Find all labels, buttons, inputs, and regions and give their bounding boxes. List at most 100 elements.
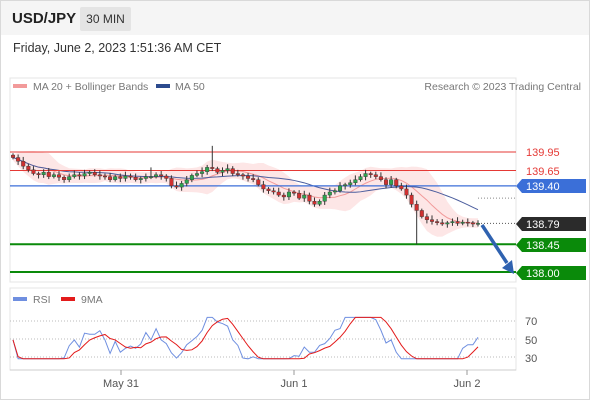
level-r2-label: 139.95 xyxy=(526,147,560,159)
candle xyxy=(353,175,358,186)
ma20-legend-label: MA 20 + Bollinger Bands xyxy=(33,81,148,93)
level-r1-label: 139.65 xyxy=(526,166,560,178)
candle xyxy=(394,177,399,189)
candle xyxy=(261,180,266,193)
symbol-label: USD/JPY xyxy=(12,10,77,27)
candle-body xyxy=(353,179,358,183)
candle xyxy=(210,145,215,172)
candle xyxy=(246,172,251,182)
candle-body xyxy=(118,176,123,179)
support-2-price-tag: 138.00 xyxy=(516,266,586,280)
copyright-label: Research © 2023 Trading Central xyxy=(424,81,581,93)
ma50-legend-swatch xyxy=(156,84,170,88)
candle xyxy=(46,168,51,180)
candle-body xyxy=(373,174,378,177)
rsi-legend-label: RSI xyxy=(33,294,51,306)
candle-body xyxy=(251,178,256,180)
candle xyxy=(51,172,56,179)
candle-body xyxy=(148,176,153,178)
candle xyxy=(297,190,302,200)
candle-body xyxy=(108,176,113,180)
candle-body xyxy=(389,179,394,185)
candle-body xyxy=(302,194,307,199)
candle-body xyxy=(348,182,353,185)
candle-body xyxy=(455,221,460,224)
candle-body xyxy=(87,172,92,174)
candle xyxy=(56,171,61,181)
rsi-ma-legend-label: 9MA xyxy=(81,294,103,306)
candle-body xyxy=(261,184,266,190)
candle-body xyxy=(82,173,87,177)
candle-body xyxy=(51,174,56,177)
candle-body xyxy=(26,165,31,171)
support-1-price-tag: 138.45 xyxy=(516,238,586,252)
candle xyxy=(41,169,46,178)
candle xyxy=(322,192,327,205)
candle xyxy=(21,156,26,170)
candle-body xyxy=(414,204,419,211)
candle-body xyxy=(200,171,205,174)
rsi-tick-70: 70 xyxy=(525,316,537,328)
candle-body xyxy=(102,175,107,178)
candle-body xyxy=(36,173,41,175)
candle xyxy=(281,192,286,201)
candle xyxy=(363,169,368,181)
candle-body xyxy=(465,221,470,224)
candle-body xyxy=(409,194,414,205)
candle xyxy=(82,169,87,180)
candle-body xyxy=(292,191,297,194)
candle xyxy=(174,181,179,189)
candle-body xyxy=(113,176,118,180)
candle xyxy=(460,219,465,226)
candle xyxy=(470,220,475,228)
support-2-price-text: 138.00 xyxy=(526,268,560,280)
candle xyxy=(159,171,164,180)
last-price-text: 138.79 xyxy=(526,219,560,231)
rsi-legend-swatch xyxy=(13,297,27,301)
candle xyxy=(358,174,363,182)
candle xyxy=(435,219,440,226)
candle xyxy=(87,170,92,176)
candle-body xyxy=(194,173,199,176)
candle-body xyxy=(169,178,174,187)
candle xyxy=(276,187,281,197)
x-tick-jun1: Jun 1 xyxy=(281,378,308,390)
candle xyxy=(348,179,353,188)
candle xyxy=(72,170,77,179)
ma50-legend-label: MA 50 xyxy=(175,81,205,93)
candle-body xyxy=(343,184,348,187)
candle-body xyxy=(123,175,128,179)
candle-body xyxy=(184,179,189,184)
candle-body xyxy=(246,175,251,179)
candle-body xyxy=(92,172,97,175)
candle xyxy=(445,220,450,228)
candle xyxy=(286,188,291,200)
candle-body xyxy=(97,174,102,177)
candle-body xyxy=(378,176,383,180)
candle-body xyxy=(21,161,26,167)
last-price-tag: 138.79 xyxy=(516,217,586,231)
candle xyxy=(240,172,245,180)
candle-body xyxy=(399,185,404,190)
candle xyxy=(230,166,235,176)
candle-body xyxy=(327,191,332,196)
candle xyxy=(215,166,220,175)
rsi-line xyxy=(12,316,479,360)
candle-body xyxy=(435,221,440,223)
candle-body xyxy=(368,173,373,175)
timeframe-button[interactable]: 30 MIN xyxy=(80,7,131,31)
candle-body xyxy=(179,183,184,188)
candle xyxy=(235,169,240,177)
candle xyxy=(343,182,348,190)
candle-body xyxy=(240,174,245,177)
candle-body xyxy=(138,178,143,180)
rsi-ma-line xyxy=(12,316,479,360)
candle xyxy=(419,208,424,219)
candle-body xyxy=(271,190,276,193)
candle xyxy=(143,173,148,182)
candle-body xyxy=(476,223,481,225)
pivot-price-text: 139.40 xyxy=(526,181,560,193)
candle xyxy=(271,187,276,195)
candle xyxy=(154,172,159,179)
candle xyxy=(148,167,153,180)
